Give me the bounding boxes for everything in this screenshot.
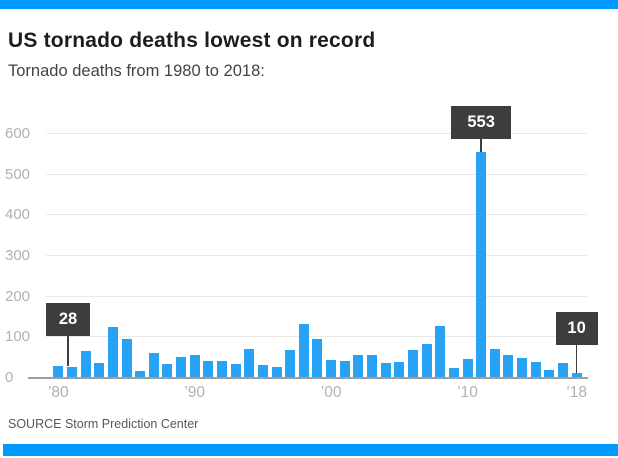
chart-subtitle: Tornado deaths from 1980 to 2018: <box>8 62 265 80</box>
bar-2016 <box>544 369 555 377</box>
x-tick-label-1990: ’90 <box>184 384 206 401</box>
callout-pointer-2011 <box>480 139 482 153</box>
bar-2009 <box>448 368 459 377</box>
callout-2011: 553 <box>451 106 512 140</box>
bar-1984 <box>107 327 118 377</box>
gridline-100 <box>46 336 587 338</box>
y-tick-label-400: 400 <box>5 206 31 224</box>
x-tick-label-1980: ’80 <box>47 384 69 401</box>
x-tick-label-2000: ’00 <box>320 384 342 401</box>
callout-pointer-2018 <box>575 344 578 373</box>
bar-1989 <box>176 356 187 377</box>
bar-1985 <box>121 338 132 377</box>
bar-2001 <box>339 360 350 377</box>
bar-2007 <box>421 344 432 377</box>
y-tick-label-200: 200 <box>5 287 31 305</box>
y-tick-label-600: 600 <box>5 125 31 142</box>
bar-1998 <box>298 324 309 377</box>
gridline-200 <box>46 295 587 297</box>
bar-1995 <box>257 364 268 377</box>
y-tick-label-500: 500 <box>5 165 31 183</box>
bar-2004 <box>380 362 391 377</box>
y-tick-label-100: 100 <box>5 328 31 346</box>
y-tick-label-300: 300 <box>5 247 31 264</box>
bar-1980 <box>53 365 64 377</box>
bar-2005 <box>394 361 405 377</box>
gridline-500 <box>46 173 587 175</box>
bar-2003 <box>367 355 378 377</box>
bar-2015 <box>530 362 541 377</box>
bar-1983 <box>94 363 105 377</box>
bar-2012 <box>489 348 500 377</box>
bar-2008 <box>435 325 446 377</box>
bar-2014 <box>517 357 528 377</box>
bar-1990 <box>189 355 200 377</box>
source-note: SOURCE Storm Prediction Center <box>8 417 199 431</box>
chart-title: US tornado deaths lowest on record <box>8 29 376 52</box>
bar-1997 <box>285 349 296 377</box>
bar-2011 <box>476 152 487 377</box>
x-axis-line <box>28 376 588 379</box>
bar-1987 <box>148 353 159 377</box>
callout-2018: 10 <box>555 311 598 345</box>
bar-2006 <box>407 349 418 377</box>
gridline-600 <box>46 133 587 134</box>
bar-2002 <box>353 354 364 377</box>
bar-2013 <box>503 354 514 377</box>
bar-1996 <box>271 366 282 377</box>
bar-1993 <box>230 363 241 377</box>
bar-1981 <box>66 367 77 377</box>
bar-1992 <box>216 361 227 377</box>
bar-1988 <box>162 363 173 377</box>
gridline-300 <box>46 255 587 256</box>
bar-2000 <box>326 360 337 377</box>
bar-1986 <box>135 370 146 377</box>
bottom-banner <box>3 444 618 456</box>
top-banner <box>0 0 618 9</box>
y-tick-label-0: 0 <box>5 369 14 386</box>
gridline-400 <box>46 214 587 216</box>
bar-1982 <box>80 350 91 377</box>
bar-2018 <box>571 372 582 377</box>
x-tick-label-2010: ’10 <box>457 384 478 401</box>
bar-1991 <box>203 361 214 377</box>
callout-1980: 28 <box>46 302 90 336</box>
bar-1994 <box>244 348 255 377</box>
bar-1999 <box>312 338 323 377</box>
callout-pointer-1980 <box>67 335 69 366</box>
x-tick-label-2018: ’18 <box>566 384 587 401</box>
bar-2010 <box>462 358 473 377</box>
bar-2017 <box>557 362 568 377</box>
